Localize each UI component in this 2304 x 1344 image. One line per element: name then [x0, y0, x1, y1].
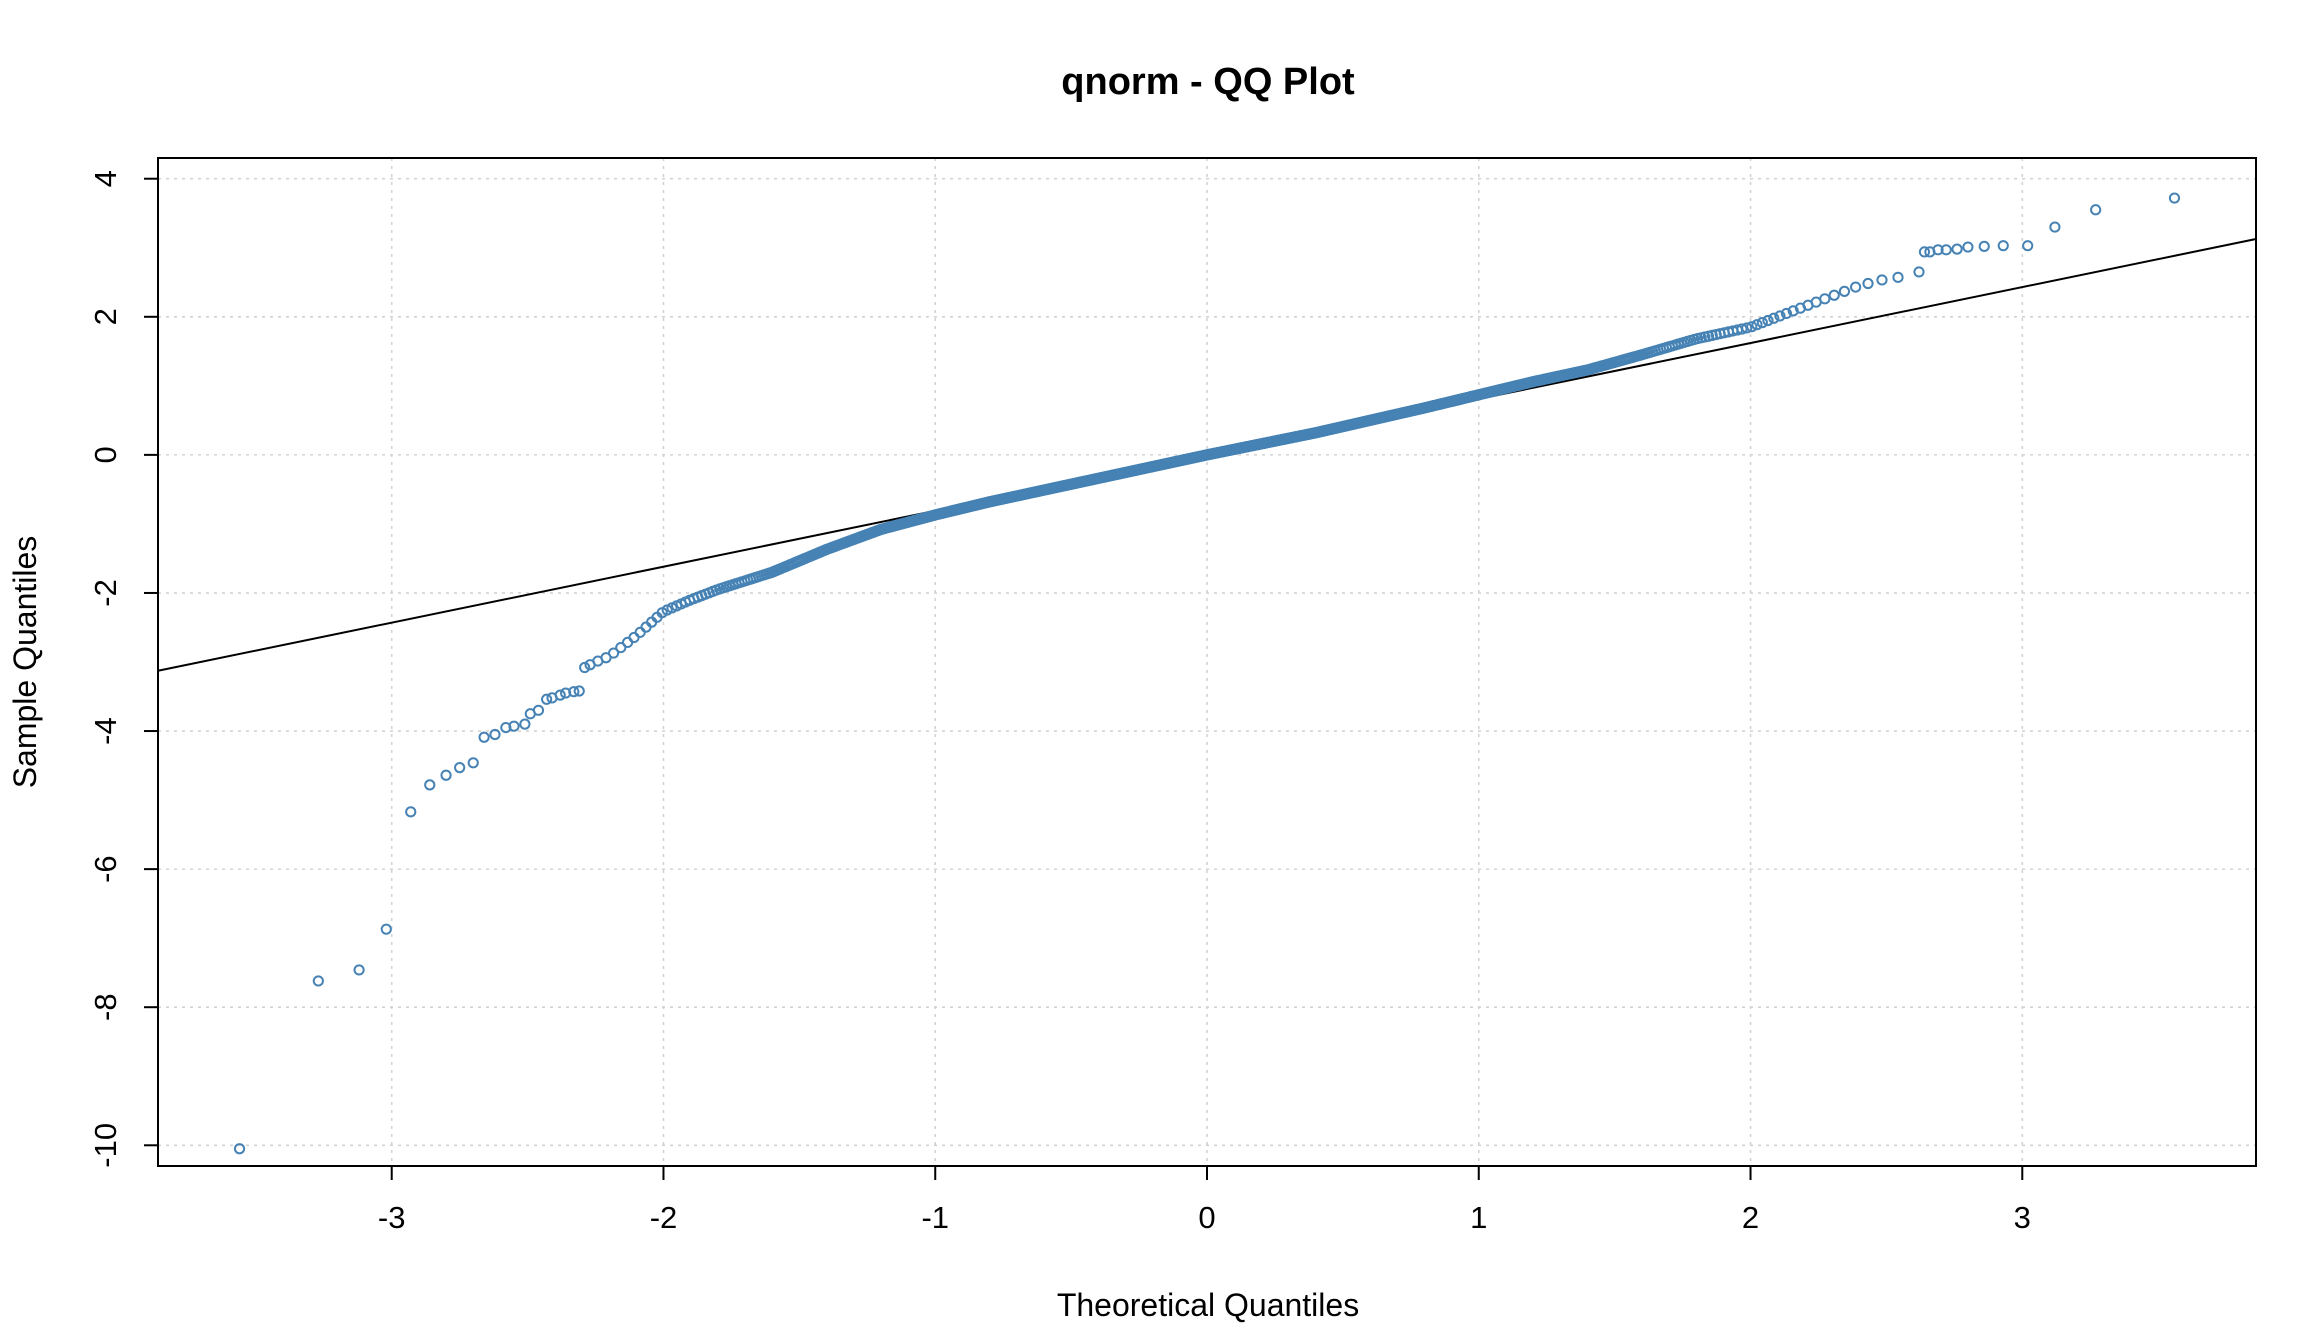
data-point	[312, 975, 324, 987]
data-point	[573, 685, 585, 697]
data-point	[440, 769, 452, 781]
data-point	[2090, 204, 2102, 216]
data-point	[1876, 274, 1888, 286]
data-point	[1978, 240, 1990, 252]
data-point	[579, 661, 591, 674]
data-point	[568, 686, 580, 698]
data-point	[1850, 281, 1862, 293]
data-point	[478, 731, 490, 743]
data-point	[1913, 266, 1925, 278]
data-point	[2168, 192, 2181, 204]
data-point	[1751, 319, 1763, 331]
x-tick-label: -1	[921, 1200, 949, 1235]
data-point	[1828, 289, 1840, 301]
data-point	[1762, 314, 1774, 327]
data-point	[405, 806, 417, 818]
data-point	[489, 728, 501, 741]
x-tick-label: 2	[1742, 1200, 1759, 1235]
y-tick-label: -6	[88, 855, 123, 883]
grid-layer	[158, 158, 2256, 1166]
data-point	[634, 626, 646, 638]
y-tick-label: -8	[88, 993, 123, 1021]
data-point	[615, 641, 627, 654]
x-tick-label: 0	[1198, 1200, 1215, 1235]
data-point	[1787, 305, 1799, 317]
data-point	[628, 631, 640, 644]
points-layer	[233, 192, 2181, 1155]
data-point	[541, 693, 553, 705]
chart-title: qnorm - QQ Plot	[1061, 61, 1355, 103]
data-point	[1940, 244, 1952, 256]
data-point	[1736, 323, 1748, 335]
data-point	[608, 647, 620, 659]
y-tick-label: -2	[88, 579, 123, 607]
y-axis-label: Sample Quantiles	[7, 536, 43, 789]
data-point	[1932, 244, 1944, 256]
x-axis: -3 -2 -1 0 1 2 3	[378, 1166, 2031, 1235]
x-tick-label: -2	[650, 1200, 678, 1235]
data-point	[554, 689, 566, 701]
data-point	[2022, 240, 2034, 252]
data-point	[508, 720, 520, 732]
data-point	[532, 704, 545, 716]
data-point	[353, 964, 365, 976]
y-tick-label: -4	[88, 717, 123, 745]
y-axis: -10 -8 -6 -4 -2 0 2 4	[88, 170, 158, 1168]
data-point	[1756, 317, 1768, 329]
y-tick-label: 0	[88, 446, 123, 463]
data-point	[519, 718, 531, 730]
data-point	[1918, 246, 1931, 258]
data-point	[380, 923, 392, 935]
x-tick-label: 1	[1470, 1200, 1487, 1235]
data-point	[233, 1143, 246, 1155]
x-axis-label: Theoretical Quantiles	[1057, 1287, 1359, 1323]
data-point	[454, 762, 466, 774]
data-point	[2049, 221, 2061, 233]
y-tick-label: -10	[88, 1123, 123, 1168]
y-tick-label: 2	[88, 308, 123, 325]
y-tick-label: 4	[88, 170, 123, 187]
data-point	[1951, 243, 1963, 255]
data-point	[1997, 240, 2009, 252]
x-tick-label: 3	[2014, 1200, 2031, 1235]
data-point	[1741, 322, 1753, 334]
data-point	[1819, 293, 1831, 305]
data-point	[1892, 271, 1904, 283]
data-point	[1862, 277, 1874, 290]
x-tick-label: -3	[378, 1200, 406, 1235]
data-point	[1774, 310, 1786, 322]
data-point	[1746, 321, 1758, 333]
data-point	[1838, 285, 1851, 297]
data-point	[1780, 307, 1793, 320]
data-point	[467, 757, 479, 769]
data-point	[1768, 312, 1780, 324]
data-point	[424, 779, 436, 791]
data-point	[1962, 241, 1974, 253]
